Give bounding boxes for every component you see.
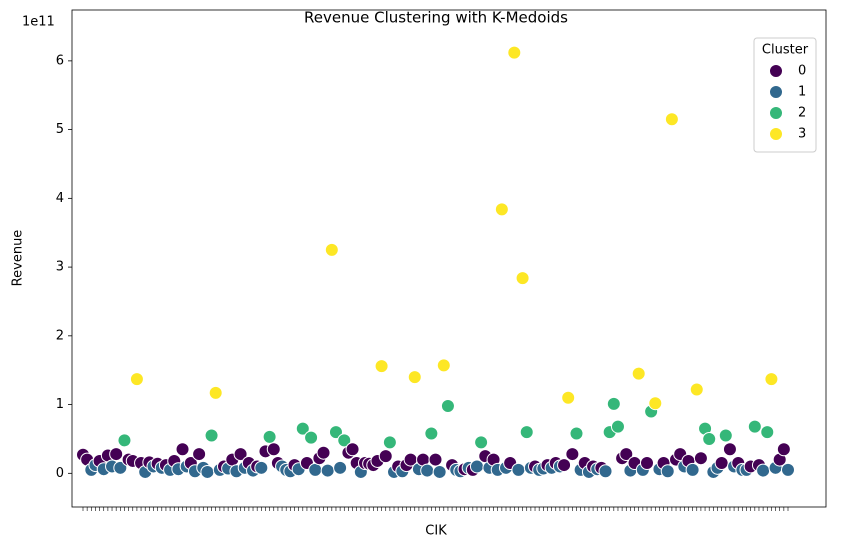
point bbox=[204, 428, 219, 443]
y-tick-label: 1 bbox=[56, 397, 64, 412]
point bbox=[200, 464, 215, 479]
y-tick-label: 2 bbox=[56, 328, 64, 343]
point bbox=[689, 382, 704, 397]
point bbox=[333, 460, 348, 475]
y-axis-label: Revenue bbox=[11, 230, 26, 287]
point bbox=[428, 452, 443, 467]
point bbox=[192, 447, 207, 462]
point bbox=[776, 442, 791, 457]
point bbox=[660, 464, 675, 479]
point bbox=[424, 426, 439, 441]
point bbox=[747, 419, 762, 434]
point bbox=[519, 425, 534, 440]
point bbox=[266, 442, 281, 457]
point bbox=[254, 460, 269, 475]
point bbox=[420, 463, 435, 478]
point bbox=[262, 429, 277, 444]
point bbox=[308, 462, 323, 477]
point bbox=[233, 447, 248, 462]
point bbox=[515, 271, 530, 286]
point bbox=[569, 426, 584, 441]
point bbox=[382, 435, 397, 450]
legend-label: 2 bbox=[798, 106, 806, 121]
point bbox=[685, 462, 700, 477]
point bbox=[781, 462, 795, 477]
point bbox=[407, 370, 422, 385]
legend-marker bbox=[769, 127, 783, 141]
y-tick-label: 3 bbox=[56, 260, 64, 275]
legend-label: 3 bbox=[798, 127, 806, 142]
point bbox=[117, 433, 132, 448]
point bbox=[109, 447, 124, 462]
point bbox=[507, 45, 522, 60]
legend-marker bbox=[769, 106, 783, 120]
point bbox=[718, 428, 733, 443]
point bbox=[610, 419, 625, 434]
legend-box bbox=[753, 37, 817, 153]
chart-title: Revenue Clustering with K-Medoids bbox=[304, 9, 568, 27]
point bbox=[606, 396, 621, 411]
point bbox=[208, 385, 223, 400]
point bbox=[764, 372, 779, 387]
point bbox=[175, 442, 190, 457]
point bbox=[304, 430, 319, 445]
point bbox=[565, 447, 580, 462]
plot-frame bbox=[71, 9, 827, 508]
point bbox=[722, 442, 737, 457]
legend-marker bbox=[769, 85, 783, 99]
point bbox=[511, 462, 526, 477]
y-offset-label: 1e11 bbox=[22, 15, 55, 30]
y-tick-label: 0 bbox=[56, 466, 64, 481]
point bbox=[316, 445, 331, 460]
point bbox=[648, 396, 663, 411]
point bbox=[378, 449, 393, 464]
point bbox=[113, 460, 128, 475]
legend-marker bbox=[769, 64, 783, 78]
point bbox=[702, 431, 717, 446]
x-axis-label: CIK bbox=[425, 524, 447, 539]
point bbox=[756, 463, 771, 478]
point bbox=[640, 456, 654, 471]
point bbox=[598, 464, 613, 479]
point bbox=[129, 372, 144, 387]
point bbox=[337, 433, 352, 448]
y-tick-label: 6 bbox=[56, 53, 64, 68]
legend-label: 0 bbox=[798, 64, 806, 79]
point bbox=[432, 464, 447, 479]
point bbox=[328, 425, 343, 440]
point bbox=[324, 242, 339, 257]
point bbox=[436, 358, 451, 373]
y-tick-label: 4 bbox=[56, 191, 64, 206]
point bbox=[631, 366, 646, 381]
legend-title: Cluster bbox=[762, 43, 809, 58]
point bbox=[374, 359, 389, 374]
point bbox=[619, 447, 634, 462]
legend-label: 1 bbox=[798, 85, 806, 100]
point bbox=[664, 112, 679, 127]
point bbox=[760, 425, 775, 440]
point bbox=[494, 202, 509, 217]
point bbox=[474, 435, 489, 450]
y-tick-label: 5 bbox=[56, 122, 64, 137]
point bbox=[557, 458, 572, 473]
point bbox=[320, 463, 335, 478]
point bbox=[561, 390, 576, 405]
point bbox=[693, 451, 708, 466]
point bbox=[714, 456, 729, 471]
point bbox=[345, 442, 360, 457]
point bbox=[440, 398, 455, 413]
point bbox=[295, 421, 310, 436]
